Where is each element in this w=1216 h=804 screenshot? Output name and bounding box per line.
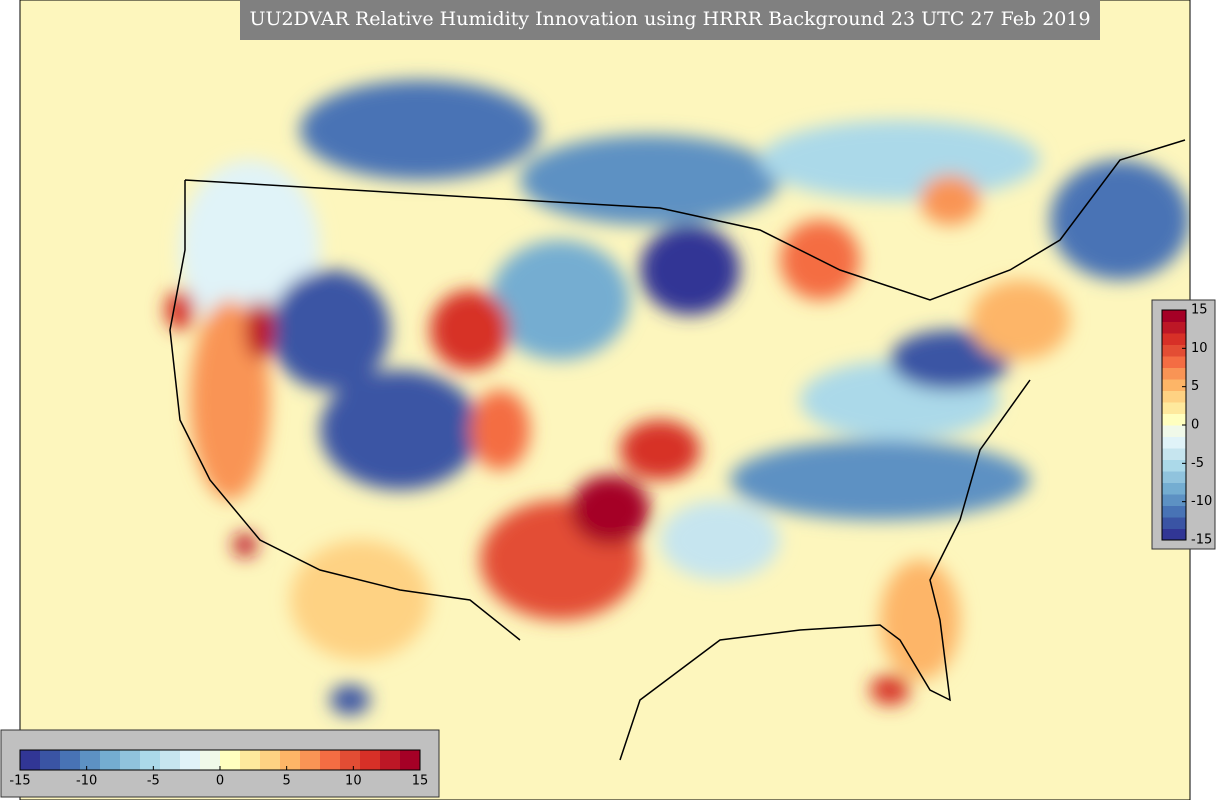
colorbar-swatch: [360, 750, 381, 770]
colorbar-swatch: [1162, 402, 1186, 414]
colorbar-swatch: [1162, 517, 1186, 529]
colorbar-swatch: [1162, 448, 1186, 460]
colorbar-tick-label: 10: [345, 774, 362, 789]
colorbar-swatch: [1162, 471, 1186, 483]
colorbar-swatch: [1162, 344, 1186, 357]
colorbar-swatch: [60, 750, 81, 770]
colorbar-swatch: [1162, 367, 1186, 380]
colorbar-swatch: [380, 750, 401, 770]
colorbar-swatch: [1162, 459, 1186, 472]
colorbar-swatch: [1162, 436, 1186, 449]
colorbar-swatch: [40, 750, 61, 770]
colorbar-swatch: [1162, 321, 1186, 334]
colorbar-swatch: [80, 750, 101, 770]
colorbar-tick-label: 5: [283, 774, 291, 789]
colorbar-tick-label: -15: [1191, 533, 1212, 548]
map: [20, 0, 1190, 800]
colorbar-swatch: [1162, 310, 1186, 322]
colorbar-swatch: [240, 750, 261, 770]
colorbar-tick-label: 0: [1191, 418, 1199, 433]
colorbar-swatch: [200, 750, 221, 770]
colorbar-swatch: [1162, 413, 1186, 426]
coastline: [169, 139, 1186, 761]
colorbar-tick-label: 10: [1191, 341, 1208, 356]
colorbar-swatch: [1162, 425, 1186, 437]
colorbar-swatch: [140, 750, 161, 770]
title-box: [240, 0, 1100, 40]
colorbar-tick-label: 5: [1191, 379, 1199, 394]
colorbar-swatch: [180, 750, 201, 770]
colorbar-tick-label: -5: [147, 774, 160, 789]
colorbar-tick-label: 0: [216, 774, 224, 789]
colorbar-swatch: [1162, 528, 1186, 541]
colorbar-swatch: [1162, 494, 1186, 506]
title: UU2DVAR Relative Humidity Innovation usi…: [249, 8, 1090, 30]
colorbar-swatch: [1162, 505, 1186, 518]
colorbar-tick-label: -5: [1191, 456, 1204, 471]
colorbar-swatch: [300, 750, 321, 770]
colorbar-swatch: [100, 750, 121, 770]
colorbar-swatch: [220, 750, 241, 770]
colorbar-swatch: [120, 750, 141, 770]
colorbar-tick-label: 15: [412, 774, 429, 789]
colorbar-swatch: [1162, 390, 1186, 403]
colorbar-swatch: [260, 750, 281, 770]
colorbar-tick-label: -10: [76, 774, 97, 789]
colorbar-swatch: [400, 750, 421, 770]
colorbar-tick-label: 15: [1191, 303, 1208, 318]
colorbar-tick-label: -15: [9, 774, 30, 789]
colorbar-swatch: [1162, 379, 1186, 391]
colorbar-swatch: [20, 750, 41, 770]
colorbar-swatch: [340, 750, 361, 770]
colorbar-swatch: [1162, 356, 1186, 368]
colorbar-swatch: [1162, 482, 1186, 495]
colorbar-swatch: [160, 750, 181, 770]
humidity-field: [165, 80, 1190, 715]
colorbar-tick-label: -10: [1191, 494, 1212, 509]
colorbar-swatch: [1162, 333, 1186, 345]
colorbar-swatch: [280, 750, 301, 770]
colorbar-swatch: [320, 750, 341, 770]
